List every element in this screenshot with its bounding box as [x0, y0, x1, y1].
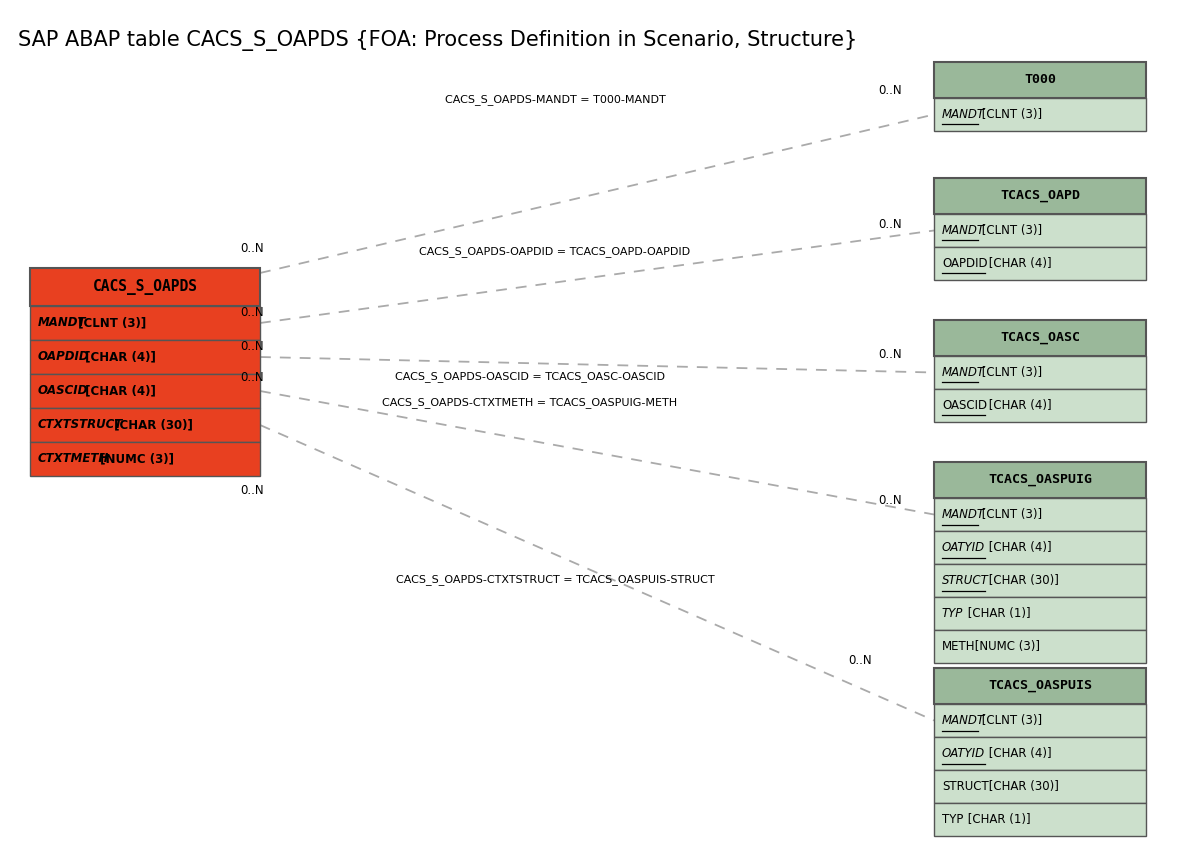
- Bar: [934, 178, 1146, 214]
- Text: [CLNT (3)]: [CLNT (3)]: [978, 224, 1042, 237]
- Bar: [934, 597, 1146, 630]
- Text: 0..N: 0..N: [240, 483, 264, 497]
- Text: SAP ABAP table CACS_S_OAPDS {FOA: Process Definition in Scenario, Structure}: SAP ABAP table CACS_S_OAPDS {FOA: Proces…: [18, 30, 858, 51]
- Bar: [934, 564, 1146, 597]
- Text: MANDT: MANDT: [942, 366, 985, 379]
- Bar: [934, 214, 1146, 247]
- Text: TYP: TYP: [942, 813, 963, 826]
- Text: 0..N: 0..N: [878, 219, 902, 232]
- Text: TCACS_OASC: TCACS_OASC: [1000, 332, 1080, 345]
- Text: MANDT: MANDT: [942, 714, 985, 727]
- Text: 0..N: 0..N: [878, 349, 902, 362]
- Text: [CHAR (30)]: [CHAR (30)]: [110, 418, 193, 432]
- Bar: [30, 442, 259, 476]
- Text: 0..N: 0..N: [240, 305, 264, 319]
- Text: TCACS_OASPUIG: TCACS_OASPUIG: [988, 474, 1092, 486]
- Text: 0..N: 0..N: [240, 340, 264, 353]
- Text: [CHAR (4)]: [CHAR (4)]: [985, 747, 1052, 760]
- Bar: [934, 62, 1146, 98]
- Text: TCACS_OAPD: TCACS_OAPD: [1000, 190, 1080, 203]
- Text: CACS_S_OAPDS: CACS_S_OAPDS: [92, 279, 197, 295]
- Text: [NUMC (3)]: [NUMC (3)]: [970, 640, 1040, 653]
- Bar: [30, 268, 259, 306]
- Bar: [934, 247, 1146, 280]
- Bar: [30, 408, 259, 442]
- Bar: [934, 389, 1146, 422]
- Text: OAPDID: OAPDID: [942, 257, 987, 270]
- Text: OASCID: OASCID: [942, 399, 987, 412]
- Text: [CLNT (3)]: [CLNT (3)]: [978, 508, 1042, 521]
- Text: CACS_S_OAPDS-OASCID = TCACS_OASC-OASCID: CACS_S_OAPDS-OASCID = TCACS_OASC-OASCID: [395, 372, 665, 382]
- Text: [CHAR (4)]: [CHAR (4)]: [985, 257, 1052, 270]
- Text: [CLNT (3)]: [CLNT (3)]: [978, 108, 1042, 121]
- Text: OATYID: OATYID: [942, 541, 985, 554]
- Text: [NUMC (3)]: [NUMC (3)]: [96, 452, 174, 465]
- Bar: [934, 498, 1146, 531]
- Text: CACS_S_OAPDS-CTXTSTRUCT = TCACS_OASPUIS-STRUCT: CACS_S_OAPDS-CTXTSTRUCT = TCACS_OASPUIS-…: [395, 575, 715, 586]
- Text: METH: METH: [942, 640, 975, 653]
- Bar: [934, 356, 1146, 389]
- Text: [CHAR (30)]: [CHAR (30)]: [985, 780, 1059, 793]
- Text: [CLNT (3)]: [CLNT (3)]: [978, 714, 1042, 727]
- Text: 0..N: 0..N: [848, 653, 872, 667]
- Text: STRUCT: STRUCT: [942, 574, 988, 587]
- Text: CTXTMETH: CTXTMETH: [38, 452, 109, 465]
- Text: OASCID: OASCID: [38, 385, 89, 398]
- Bar: [934, 531, 1146, 564]
- Text: 0..N: 0..N: [240, 372, 264, 385]
- Text: [CHAR (1)]: [CHAR (1)]: [963, 813, 1030, 826]
- Bar: [934, 98, 1146, 131]
- Text: MANDT: MANDT: [38, 316, 86, 329]
- Bar: [934, 770, 1146, 803]
- Text: CACS_S_OAPDS-MANDT = T000-MANDT: CACS_S_OAPDS-MANDT = T000-MANDT: [444, 95, 665, 105]
- Bar: [934, 737, 1146, 770]
- Bar: [934, 320, 1146, 356]
- Text: 0..N: 0..N: [878, 493, 902, 506]
- Text: CACS_S_OAPDS-CTXTMETH = TCACS_OASPUIG-METH: CACS_S_OAPDS-CTXTMETH = TCACS_OASPUIG-ME…: [382, 398, 677, 409]
- Bar: [934, 630, 1146, 663]
- Text: [CHAR (30)]: [CHAR (30)]: [985, 574, 1059, 587]
- Bar: [934, 803, 1146, 836]
- Bar: [30, 374, 259, 408]
- Text: [CLNT (3)]: [CLNT (3)]: [978, 366, 1042, 379]
- Text: [CHAR (4)]: [CHAR (4)]: [985, 399, 1052, 412]
- Bar: [934, 462, 1146, 498]
- Text: [CHAR (4)]: [CHAR (4)]: [82, 385, 156, 398]
- Text: STRUCT: STRUCT: [942, 780, 988, 793]
- Text: CTXTSTRUCT: CTXTSTRUCT: [38, 418, 124, 432]
- Text: 0..N: 0..N: [240, 241, 264, 255]
- Text: OATYID: OATYID: [942, 747, 985, 760]
- Text: 0..N: 0..N: [878, 84, 902, 97]
- Text: CACS_S_OAPDS-OAPDID = TCACS_OAPD-OAPDID: CACS_S_OAPDS-OAPDID = TCACS_OAPD-OAPDID: [419, 246, 691, 257]
- Bar: [30, 340, 259, 374]
- Text: OAPDID: OAPDID: [38, 351, 90, 363]
- Text: [CLNT (3)]: [CLNT (3)]: [74, 316, 147, 329]
- Text: TYP: TYP: [942, 607, 963, 620]
- Text: MANDT: MANDT: [942, 108, 985, 121]
- Text: T000: T000: [1024, 74, 1056, 86]
- Text: TCACS_OASPUIS: TCACS_OASPUIS: [988, 680, 1092, 693]
- Text: MANDT: MANDT: [942, 224, 985, 237]
- Text: MANDT: MANDT: [942, 508, 985, 521]
- Text: [CHAR (4)]: [CHAR (4)]: [985, 541, 1052, 554]
- Bar: [30, 306, 259, 340]
- Text: [CHAR (4)]: [CHAR (4)]: [82, 351, 156, 363]
- Text: [CHAR (1)]: [CHAR (1)]: [963, 607, 1030, 620]
- Bar: [934, 704, 1146, 737]
- Bar: [934, 668, 1146, 704]
